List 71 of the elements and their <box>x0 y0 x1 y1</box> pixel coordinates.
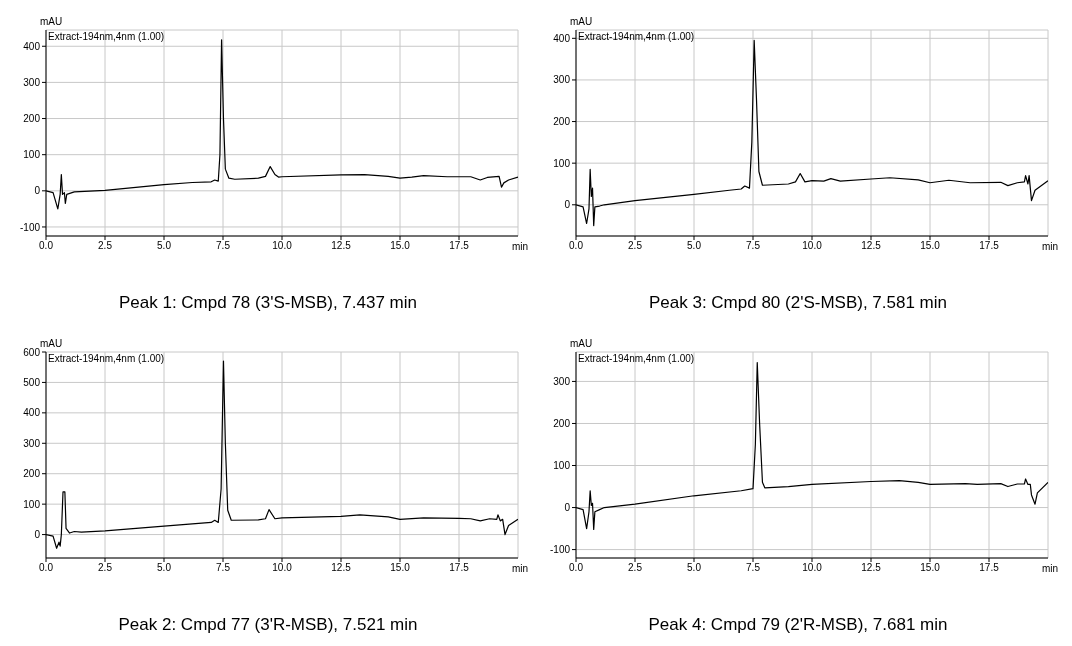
x-tick-label: 15.0 <box>920 562 941 574</box>
y-tick-label: 300 <box>553 74 571 86</box>
x-axis-title: min <box>1041 563 1058 574</box>
x-tick-label: 17.5 <box>449 562 470 574</box>
y-tick-label: 300 <box>23 437 41 449</box>
x-tick-label: 12.5 <box>331 240 352 252</box>
y-tick-label: 600 <box>23 346 41 358</box>
x-tick-label: 0.0 <box>39 240 54 252</box>
x-tick-label: 17.5 <box>979 240 1000 252</box>
y-axis-title: mAU <box>40 16 63 27</box>
text: Peak 2: Cmpd 77 (3'R-MSB), 7.521 min <box>117 615 419 635</box>
x-tick-label: 7.5 <box>216 562 231 574</box>
annotation: Extract-194nm,4nm (1.00) <box>48 31 165 42</box>
y-tick-label: 200 <box>553 116 571 128</box>
annotation: Extract-194nm,4nm (1.00) <box>48 353 165 364</box>
x-tick-label: 5.0 <box>157 562 172 574</box>
x-tick-label: 17.5 <box>449 240 470 252</box>
x-tick-label: 12.5 <box>331 562 352 574</box>
x-tick-label: 7.5 <box>746 240 761 252</box>
y-axis-title: mAU <box>570 16 593 27</box>
y-tick-label: 500 <box>23 376 41 388</box>
x-tick-label: 7.5 <box>216 240 231 252</box>
y-tick-label: 0 <box>564 199 571 211</box>
x-tick-label: 2.5 <box>98 240 113 252</box>
x-tick-label: 2.5 <box>628 562 643 574</box>
y-tick-label: 200 <box>23 468 41 480</box>
x-tick-label: 15.0 <box>390 240 411 252</box>
text: Peak 3: Cmpd 80 (2'S-MSB), 7.581 min <box>647 293 948 313</box>
x-tick-label: 10.0 <box>272 240 293 252</box>
y-tick-label: 100 <box>23 149 41 161</box>
x-tick-label: 10.0 <box>802 240 823 252</box>
x-tick-label: 12.5 <box>861 240 882 252</box>
y-tick-label: 300 <box>553 375 571 387</box>
y-axis-title: mAU <box>570 338 593 349</box>
y-tick-label: 300 <box>23 76 41 88</box>
x-tick-label: 10.0 <box>272 562 293 574</box>
x-axis-title: min <box>511 241 528 252</box>
text: Peak 1: Cmpd 78 (3'S-MSB), 7.437 min <box>117 293 418 313</box>
y-tick-label: 200 <box>23 113 41 125</box>
y-tick-label: 100 <box>553 157 571 169</box>
x-tick-label: 5.0 <box>687 562 702 574</box>
y-tick-label: 0 <box>34 529 41 541</box>
x-tick-label: 15.0 <box>390 562 411 574</box>
x-axis-title: min <box>511 563 528 574</box>
y-tick-label: 400 <box>23 40 41 52</box>
y-tick-label: 400 <box>553 32 571 44</box>
x-tick-label: 17.5 <box>979 562 1000 574</box>
y-axis-title: mAU <box>40 338 63 349</box>
annotation: Extract-194nm,4nm (1.00) <box>578 31 695 42</box>
y-tick-label: 100 <box>23 498 41 510</box>
x-tick-label: 2.5 <box>98 562 113 574</box>
x-tick-label: 12.5 <box>861 562 882 574</box>
x-tick-label: 10.0 <box>802 562 823 574</box>
x-tick-label: 0.0 <box>39 562 54 574</box>
x-tick-label: 15.0 <box>920 240 941 252</box>
y-tick-label: 0 <box>564 502 571 514</box>
y-tick-label: 200 <box>553 418 571 430</box>
x-axis-title: min <box>1041 241 1058 252</box>
x-tick-label: 7.5 <box>746 562 761 574</box>
y-tick-label: 100 <box>553 460 571 472</box>
y-tick-label: -100 <box>19 221 41 233</box>
x-tick-label: 0.0 <box>569 240 584 252</box>
x-tick-label: 2.5 <box>628 240 643 252</box>
annotation: Extract-194nm,4nm (1.00) <box>578 353 695 364</box>
y-tick-label: 0 <box>34 185 41 197</box>
text: Peak 4: Cmpd 79 (2'R-MSB), 7.681 min <box>647 615 949 635</box>
y-tick-label: 400 <box>23 407 41 419</box>
x-tick-label: 5.0 <box>687 240 702 252</box>
x-tick-label: 0.0 <box>569 562 584 574</box>
x-tick-label: 5.0 <box>157 240 172 252</box>
y-tick-label: -100 <box>549 544 571 556</box>
